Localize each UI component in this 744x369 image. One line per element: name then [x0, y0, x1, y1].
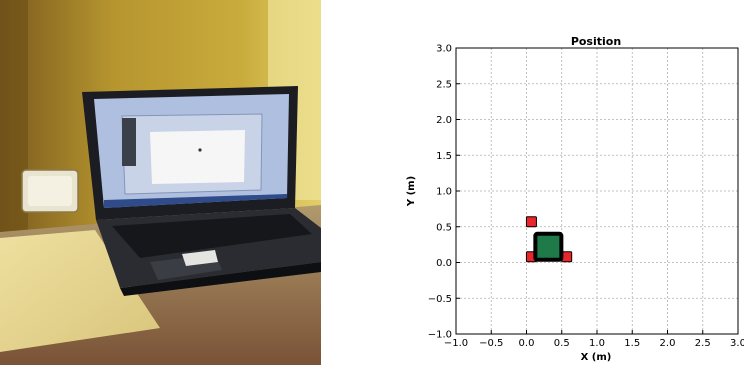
x-tick-label: 1.5 [624, 338, 640, 349]
x-tick-label: 3.0 [730, 338, 744, 349]
position-chart: Position X (m) Y (m) −1.0 −0.5 0.0 0.5 1.0 1.… [400, 28, 744, 365]
robot-marker [533, 231, 564, 262]
grid [456, 48, 738, 334]
y-tick-label: 2.5 [436, 79, 452, 90]
plot-frame [455, 47, 739, 335]
x-tick-label: 2.5 [695, 338, 711, 349]
y-tick-label: −1.0 [428, 330, 452, 341]
y-tick-label: 0.0 [436, 258, 452, 269]
data-markers [525, 216, 573, 263]
axis-ticks: −1.0 −0.5 0.0 0.5 1.0 1.5 2.0 2.5 3.0 −1.0 −0.5 0.0… [428, 44, 744, 350]
x-tick-label: 1.0 [589, 338, 605, 349]
x-tick-label: −1.0 [444, 338, 468, 349]
x-tick-label: 0.0 [519, 338, 535, 349]
x-tick-label: 0.5 [554, 338, 570, 349]
y-tick-label: 1.5 [436, 151, 452, 162]
y-axis-label: Y (m) [406, 176, 417, 207]
x-axis-label: X (m) [581, 352, 612, 363]
y-tick-label: 3.0 [436, 44, 452, 55]
y-tick-label: 1.0 [436, 187, 452, 198]
y-tick-label: 2.0 [436, 115, 452, 126]
y-tick-label: 0.5 [436, 222, 452, 233]
x-tick-label: −0.5 [479, 338, 503, 349]
landmark-marker [525, 216, 537, 228]
laptop-photo [0, 0, 321, 365]
chart-title: Position [571, 35, 621, 48]
y-tick-label: −0.5 [428, 294, 452, 305]
x-tick-label: 2.0 [660, 338, 676, 349]
